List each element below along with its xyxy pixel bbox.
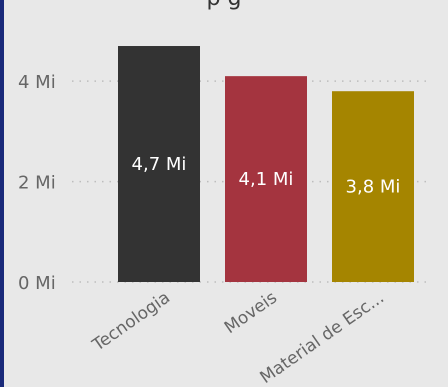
- data-label: 4,7 Mi: [132, 154, 187, 175]
- data-labels: 4,7 Mi 4,1 Mi 3,8 Mi: [132, 154, 401, 198]
- y-tick-label: 2 Mi: [18, 173, 56, 194]
- data-label: 3,8 Mi: [346, 177, 401, 198]
- x-tick-label: Moveis: [221, 288, 281, 338]
- y-axis-ticks: 0 Mi 2 Mi 4 Mi: [18, 72, 56, 294]
- y-tick-label: 0 Mi: [18, 273, 56, 294]
- data-label: 4,1 Mi: [239, 169, 294, 190]
- window-left-border: [0, 0, 4, 387]
- x-tick-label: Tecnologia: [88, 288, 174, 356]
- bar-material-de-esc[interactable]: [332, 91, 414, 282]
- chart-title-cropped: p g: [0, 0, 448, 11]
- bar-tecnologia[interactable]: [118, 46, 200, 283]
- y-tick-label: 4 Mi: [18, 72, 56, 93]
- bar-moveis[interactable]: [225, 76, 307, 282]
- bars: [118, 46, 414, 283]
